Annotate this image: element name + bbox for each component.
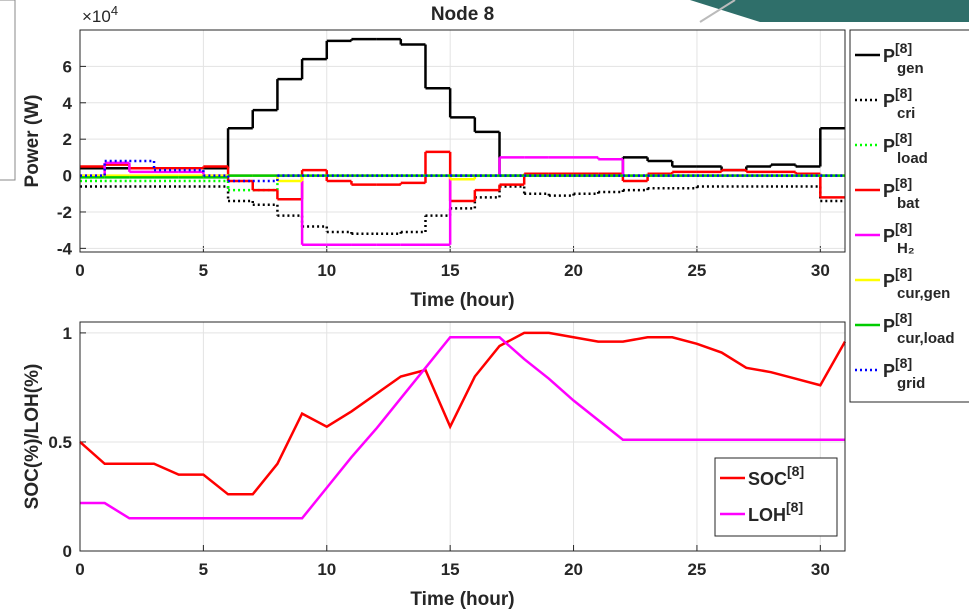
cropped-image (690, 0, 969, 22)
legend-name: P (883, 136, 895, 156)
x-tick-label: 20 (564, 261, 583, 280)
legend-name: P (883, 271, 895, 291)
y-tick-label: -4 (57, 239, 73, 258)
legend-superscript: [8] (895, 130, 912, 146)
y-tick-label: -2 (57, 203, 72, 222)
cropped-panel (0, 0, 16, 181)
y-tick-label: 4 (63, 94, 73, 113)
multiplier-base: ×10 (82, 7, 111, 26)
legend-label: P[8] load (883, 130, 928, 167)
y-tick-label: 0.5 (48, 433, 72, 452)
x-tick-label: 0 (75, 261, 84, 280)
x-tick-label: 20 (564, 560, 583, 579)
legend-box (714, 457, 838, 537)
x-tick-label: 10 (317, 261, 336, 280)
y-multiplier: ×104 (82, 3, 118, 26)
axes-frame (79, 29, 846, 253)
step-riser (226, 186, 822, 234)
legend-subscript: cri (897, 105, 915, 122)
y-tick-label: 6 (63, 57, 72, 76)
legend-subscript: bat (897, 195, 920, 212)
legend-subscript: load (897, 150, 928, 167)
series-line (79, 331, 847, 496)
step-riser (226, 39, 822, 176)
x-tick-label: 30 (811, 560, 830, 579)
x-tick-label: 15 (441, 560, 460, 579)
legend-subscript: gen (897, 60, 924, 77)
legend-name: SOC (748, 469, 787, 489)
legend-label: P[8] H₂ (883, 220, 915, 257)
legend-name: P (883, 181, 895, 201)
x-tick-label: 15 (441, 261, 460, 280)
multiplier-exponent: 4 (111, 3, 118, 18)
legend-name: LOH (748, 505, 786, 525)
legend-superscript: [8] (895, 220, 912, 236)
y-tick-label: 2 (63, 130, 72, 149)
x-tick-label: 5 (199, 560, 208, 579)
legend-label: P[8] bat (883, 175, 920, 212)
legend-name: P (883, 316, 895, 336)
plot-area (80, 30, 845, 252)
axes-frame (79, 321, 846, 552)
y-axis-label: Power (W) (22, 95, 43, 188)
y-axis-label: SOC(%)/LOH(%) (22, 364, 43, 510)
series-line (80, 336, 845, 520)
legend-subscript: cur,gen (897, 285, 950, 302)
x-tick-label: 0 (75, 560, 84, 579)
legend-name: P (883, 226, 895, 246)
legend-superscript: [8] (895, 85, 912, 101)
x-axis-label: Time (hour) (410, 589, 514, 610)
legend-subscript: grid (897, 375, 925, 392)
legend-subscript: cur,load (897, 330, 955, 347)
legend-name: P (883, 91, 895, 111)
legend-label: P[8] grid (883, 355, 925, 392)
chart-title: Node 8 (431, 4, 494, 25)
y-tick-label: 0 (63, 542, 72, 561)
x-tick-label: 25 (687, 261, 706, 280)
legend-label: P[8] cur,load (883, 310, 955, 347)
x-tick-label: 30 (811, 261, 830, 280)
legend-superscript: [8] (895, 310, 912, 326)
legend-label: LOH[8] (748, 499, 803, 525)
legend-superscript: [8] (895, 265, 912, 281)
legend-superscript: [8] (786, 499, 803, 515)
legend-box (849, 29, 969, 403)
x-tick-label: 10 (317, 560, 336, 579)
legend-name: P (883, 361, 895, 381)
x-tick-label: 5 (199, 261, 208, 280)
legend-superscript: [8] (895, 40, 912, 56)
x-axis-label: Time (hour) (410, 290, 514, 311)
x-tick-label: 25 (687, 560, 706, 579)
legend-superscript: [8] (895, 355, 912, 371)
legend-superscript: [8] (895, 175, 912, 191)
legend-name: P (883, 46, 895, 66)
cropped-image (699, 0, 736, 23)
y-tick-label: 0 (63, 167, 72, 186)
legend-superscript: [8] (787, 463, 804, 479)
legend-label: P[8] cur,gen (883, 265, 950, 302)
legend-subscript: H₂ (897, 240, 915, 257)
legend-label: SOC[8] (748, 463, 804, 489)
legend-label: P[8] cri (883, 85, 915, 122)
y-tick-label: 1 (63, 324, 72, 343)
legend-label: P[8] gen (883, 40, 924, 77)
